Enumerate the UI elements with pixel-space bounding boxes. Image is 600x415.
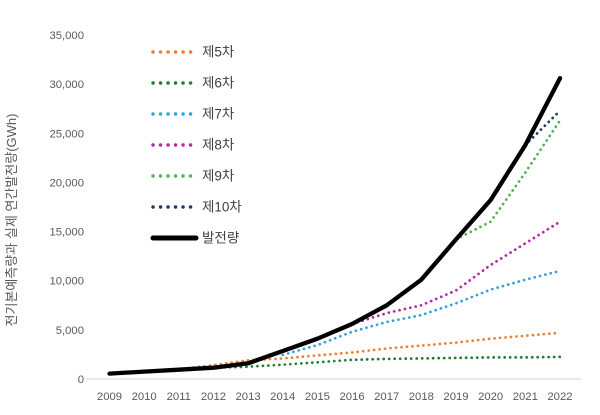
x-tick-label: 2017 <box>374 391 399 403</box>
legend-item-발전량: 발전량 <box>150 231 239 246</box>
legend-item-제10차: 제10차 <box>151 200 242 215</box>
series-line-제7차 <box>281 269 562 357</box>
series-line-제8차 <box>350 220 562 326</box>
x-tick-label: 2009 <box>97 391 122 403</box>
y-tick-label: 15,000 <box>49 227 84 239</box>
series-line-제5차 <box>142 331 562 374</box>
legend-item-제9차: 제9차 <box>151 169 235 184</box>
y-tick-label: 20,000 <box>49 177 84 189</box>
y-tick-label: 35,000 <box>49 30 84 42</box>
legend-label: 제8차 <box>202 138 235 153</box>
legend-label: 발전량 <box>202 231 239 246</box>
legend-label: 제6차 <box>202 76 235 91</box>
x-tick-label: 2010 <box>132 391 157 403</box>
y-tick-label: 30,000 <box>49 79 84 91</box>
x-tick-label: 2013 <box>236 391 261 403</box>
y-axis-title: 전기본예측량과 실제 연간발전량(GWh) <box>4 114 19 327</box>
series-line-발전량 <box>107 76 563 376</box>
x-tick-label: 2018 <box>409 391 434 403</box>
x-tick-label: 2019 <box>443 391 468 403</box>
legend-item-제8차: 제8차 <box>151 138 235 153</box>
x-tick-label: 2015 <box>305 391 330 403</box>
data-series <box>107 76 563 376</box>
legend-item-제7차: 제7차 <box>151 107 235 122</box>
x-tick-label: 2011 <box>167 391 191 403</box>
y-tick-label: 25,000 <box>49 128 84 140</box>
legend-label: 제10차 <box>202 200 242 215</box>
x-tick-label: 2020 <box>478 391 503 403</box>
legend-label: 제7차 <box>202 107 235 122</box>
legend-item-제5차: 제5차 <box>151 45 235 60</box>
x-tick-label: 2014 <box>270 391 295 403</box>
y-tick-label: 10,000 <box>49 276 84 288</box>
y-axis-tick-labels: 0 5,000 10,000 15,000 20,000 25,000 30,000 35,0… <box>49 30 84 386</box>
x-tick-label: 2016 <box>339 391 364 403</box>
y-tick-label: 5,000 <box>56 325 84 337</box>
x-axis-tick-labels: 2009 2010 2011 2012 2013 2014 2015 2016 2017 2018… <box>97 391 573 403</box>
y-tick-label: 0 <box>78 374 84 386</box>
legend-label: 제5차 <box>202 45 235 60</box>
x-tick-label: 2021 <box>513 391 538 403</box>
x-tick-label: 2022 <box>547 391 572 403</box>
legend-label: 제9차 <box>202 169 235 184</box>
x-tick-label: 2012 <box>201 391 226 403</box>
legend-item-제6차: 제6차 <box>151 76 235 91</box>
